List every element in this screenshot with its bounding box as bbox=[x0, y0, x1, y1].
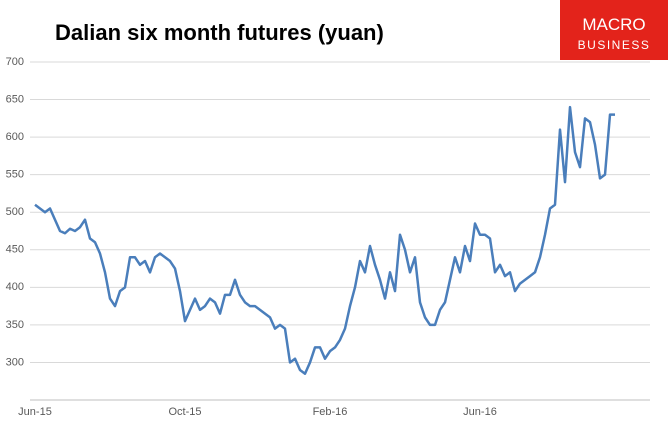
logo-text: MACRO bbox=[582, 15, 645, 34]
y-tick-label: 500 bbox=[6, 206, 24, 218]
logo-text: BUSINESS bbox=[578, 38, 651, 52]
x-tick-label: Feb-16 bbox=[313, 406, 348, 418]
y-tick-label: 350 bbox=[6, 319, 24, 331]
logo-box bbox=[560, 0, 668, 60]
chart-title: Dalian six month futures (yuan) bbox=[55, 20, 384, 45]
y-tick-label: 700 bbox=[6, 56, 24, 68]
y-tick-label: 450 bbox=[6, 244, 24, 256]
x-tick-label: Oct-15 bbox=[168, 406, 201, 418]
y-tick-label: 650 bbox=[6, 93, 24, 105]
x-tick-label: Jun-16 bbox=[463, 406, 497, 418]
y-tick-label: 400 bbox=[6, 281, 24, 293]
y-tick-label: 550 bbox=[6, 169, 24, 181]
data-line bbox=[34, 105, 615, 375]
x-tick-label: Jun-15 bbox=[18, 406, 52, 418]
y-tick-label: 600 bbox=[6, 131, 24, 143]
y-tick-label: 300 bbox=[6, 356, 24, 368]
